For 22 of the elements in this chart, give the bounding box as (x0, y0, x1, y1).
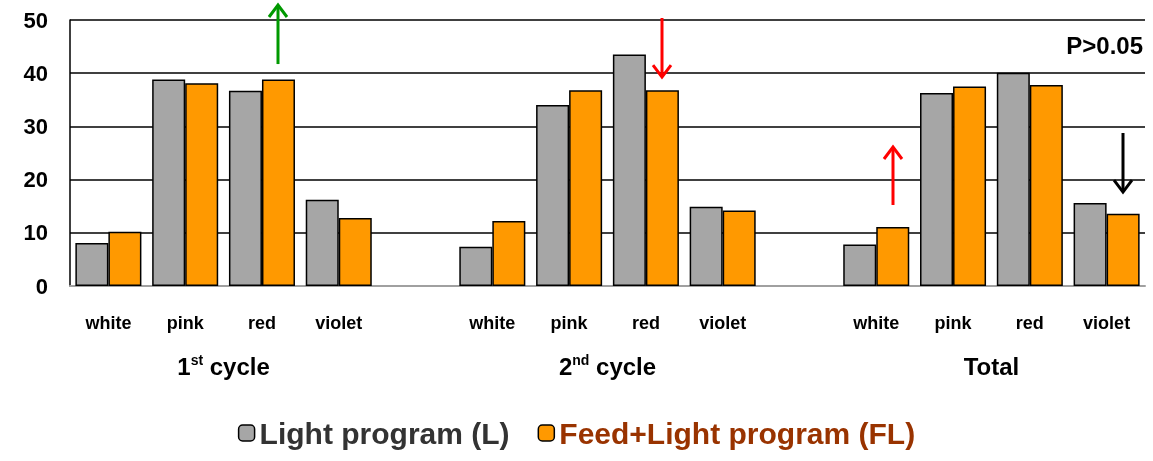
legend-label: Light program (L) (259, 416, 510, 450)
x-tick-label: red (247, 313, 276, 333)
x-tick-label: red (1015, 313, 1044, 333)
x-tick-label: red (631, 313, 660, 333)
x-tick-label: violet (1083, 313, 1131, 333)
y-tick-label: 40 (23, 60, 48, 86)
y-tick-label: 50 (23, 7, 48, 33)
x-tick-label: pink (550, 313, 589, 333)
y-tick-label: 30 (23, 113, 48, 139)
annotation: P>0.05 (1066, 31, 1143, 59)
y-tick-label: 10 (23, 220, 48, 246)
legend-label: Feed+Light program (FL) (559, 416, 916, 450)
x-tick-label: white (84, 313, 132, 333)
y-tick-label: 20 (23, 167, 48, 193)
x-tick-label: violet (699, 313, 747, 333)
x-tick-label: white (852, 313, 900, 333)
x-tick-label: white (468, 313, 516, 333)
x-tick-label: violet (315, 313, 363, 333)
y-tick-label: 0 (35, 273, 48, 299)
x-tick-label: pink (934, 313, 973, 333)
x-tick-label: pink (166, 313, 205, 333)
text: Total (963, 352, 1020, 380)
